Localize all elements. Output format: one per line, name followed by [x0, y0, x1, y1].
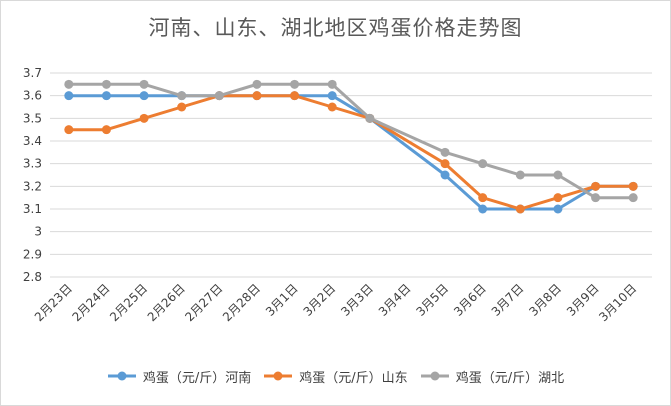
- y-tick-label: 3.1: [23, 202, 42, 216]
- data-point: [177, 102, 187, 112]
- y-tick-label: 3.2: [23, 179, 42, 193]
- y-tick-label: 3.6: [23, 89, 42, 103]
- legend-label: 鸡蛋（元/斤）河南: [142, 370, 252, 386]
- data-point: [64, 79, 74, 89]
- x-tick-label: 2月23日: [32, 281, 75, 324]
- legend: 鸡蛋（元/斤）河南 鸡蛋（元/斤）山东 鸡蛋（元/斤）湖北: [0, 365, 671, 387]
- series-line: [67, 94, 635, 211]
- x-tick-label: 3月3日: [338, 281, 376, 319]
- data-point: [327, 79, 337, 89]
- data-point: [139, 79, 149, 89]
- data-point: [553, 204, 563, 214]
- data-point: [327, 91, 337, 101]
- x-tick-label: 2月28日: [220, 281, 263, 324]
- data-point: [64, 91, 74, 101]
- x-tick-label: 2月24日: [69, 281, 112, 324]
- data-point: [628, 193, 638, 203]
- x-tick-label: 3月1日: [263, 281, 301, 319]
- series-group: [64, 79, 638, 214]
- data-point: [214, 91, 224, 101]
- x-tick-label: 3月8日: [526, 281, 564, 319]
- data-point: [139, 91, 149, 101]
- data-point: [515, 170, 525, 180]
- y-tick-label: 3: [34, 225, 42, 239]
- y-tick-label: 2.8: [23, 270, 42, 284]
- data-point: [101, 125, 111, 135]
- data-point: [290, 79, 300, 89]
- data-point: [515, 204, 525, 214]
- x-tick-label: 3月10日: [596, 281, 639, 324]
- legend-marker: [273, 371, 283, 381]
- data-point: [628, 181, 638, 191]
- legend-item: 鸡蛋（元/斤）湖北: [420, 367, 564, 386]
- x-tick-label: 3月2日: [301, 281, 339, 319]
- data-point: [139, 113, 149, 123]
- y-tick-label: 3.5: [23, 111, 42, 125]
- data-point: [591, 193, 601, 203]
- data-point: [591, 181, 601, 191]
- data-point: [252, 79, 262, 89]
- y-tick-label: 3.7: [23, 66, 42, 80]
- legend-item: 鸡蛋（元/斤）河南: [107, 367, 251, 386]
- legend-swatch: [264, 371, 293, 381]
- y-tick-label: 3.3: [23, 157, 42, 171]
- y-tick-label: 3.4: [23, 134, 42, 148]
- series-0: [64, 91, 638, 214]
- data-point: [478, 193, 488, 203]
- data-point: [101, 79, 111, 89]
- data-point: [478, 159, 488, 169]
- y-tick-label: 2.9: [23, 247, 42, 261]
- legend-swatch: [107, 371, 136, 381]
- data-point: [64, 125, 74, 135]
- data-point: [440, 170, 450, 180]
- legend-label: 鸡蛋（元/斤）湖北: [455, 370, 565, 386]
- data-point: [252, 91, 262, 101]
- data-point: [478, 204, 488, 214]
- data-point: [290, 91, 300, 101]
- data-point: [440, 159, 450, 169]
- legend-swatch: [420, 371, 449, 381]
- data-point: [553, 170, 563, 180]
- series-2: [64, 79, 638, 203]
- data-point: [553, 193, 563, 203]
- legend-item: 鸡蛋（元/斤）山东: [263, 367, 408, 386]
- data-point: [177, 91, 187, 101]
- x-tick-label: 3月6日: [451, 281, 489, 319]
- y-axis-ticks: 2.8 2.9 3 3.1 3.2 3.3 3.4 3.5 3.6 3.7: [23, 66, 42, 284]
- data-point: [365, 113, 375, 123]
- chart-title: 河南、山东、湖北地区鸡蛋价格走势图: [148, 16, 523, 40]
- x-tick-label: 3月4日: [376, 281, 414, 319]
- legend-label: 鸡蛋（元/斤）山东: [299, 370, 408, 386]
- x-tick-label: 3月7日: [489, 281, 527, 319]
- x-tick-label: 2月27日: [182, 281, 225, 324]
- data-point: [101, 91, 111, 101]
- data-point: [327, 102, 337, 112]
- legend-marker: [117, 371, 127, 381]
- series-1: [64, 91, 638, 214]
- x-tick-label: 2月25日: [107, 281, 150, 324]
- x-tick-label: 3月5日: [414, 281, 452, 319]
- data-point: [440, 147, 450, 157]
- x-tick-label: 2月26日: [145, 281, 188, 324]
- legend-marker: [430, 371, 440, 381]
